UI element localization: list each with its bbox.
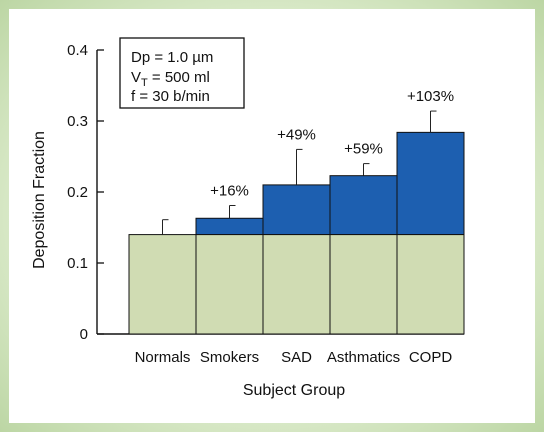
bar-baseline	[195, 234, 264, 335]
bar-increase	[329, 175, 398, 236]
bar-increase	[195, 217, 264, 236]
percent-increase-label: +103%	[407, 88, 454, 105]
legend-line-particle-size: Dp = 1.0 µm	[131, 49, 213, 66]
x-tick-label: COPD	[409, 349, 453, 366]
y-tick-label: 0.4	[67, 42, 88, 59]
x-axis-label: Subject Group	[243, 382, 345, 399]
legend-line-breathing-frequency: f = 30 b/min	[131, 88, 210, 105]
percent-increase-label: +49%	[277, 126, 316, 143]
legend-box: Dp = 1.0 µm VT = 500 ml f = 30 b/min	[119, 37, 245, 109]
x-tick-label: SAD	[281, 349, 312, 366]
bar-increase	[262, 184, 331, 236]
percent-increase-label: +59%	[344, 141, 383, 158]
bar-baseline	[262, 234, 331, 335]
x-tick-label: Normals	[135, 349, 191, 366]
y-tick-label: 0	[80, 326, 88, 343]
y-axis-label: Deposition Fraction	[31, 131, 48, 269]
y-tick-label: 0.1	[67, 255, 88, 272]
bar-increase	[396, 131, 465, 236]
bar-baseline	[396, 234, 465, 335]
legend-line-tidal-volume: VT = 500 ml	[131, 69, 210, 89]
x-tick-label: Asthmatics	[327, 349, 400, 366]
percent-increase-label: +16%	[210, 182, 249, 199]
y-tick-label: 0.3	[67, 113, 88, 130]
bar-baseline	[329, 234, 398, 335]
bar-baseline	[128, 234, 197, 335]
x-tick-label: Smokers	[200, 349, 259, 366]
y-tick-label: 0.2	[67, 184, 88, 201]
